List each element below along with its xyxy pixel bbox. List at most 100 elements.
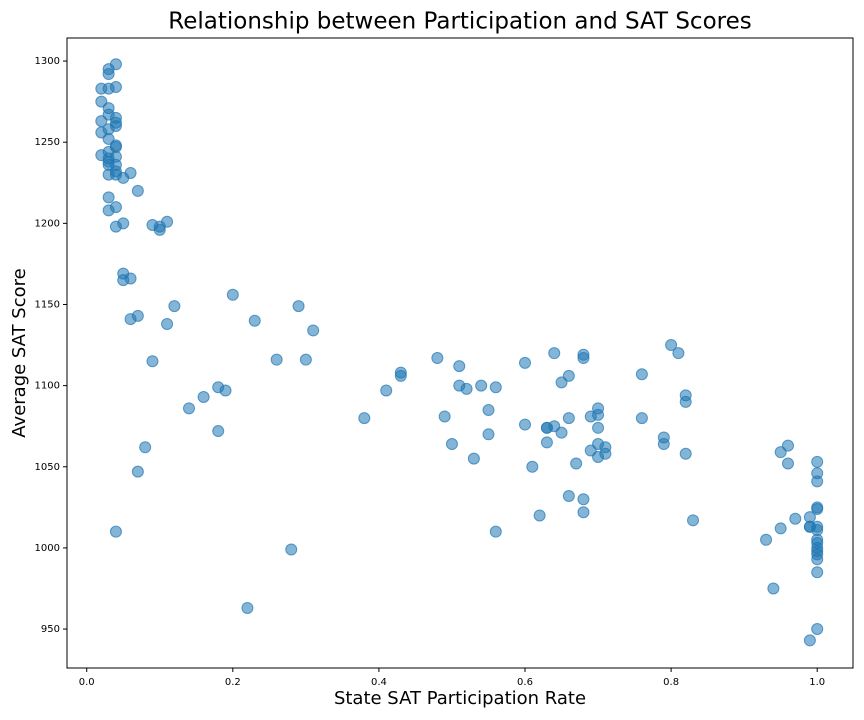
point bbox=[526, 460, 539, 473]
point bbox=[592, 421, 605, 434]
x-tick-label: 0.6 bbox=[517, 677, 533, 688]
point bbox=[212, 425, 225, 438]
point bbox=[811, 623, 824, 636]
y-tick-label: 950 bbox=[41, 624, 60, 635]
chart-title: Relationship between Participation and S… bbox=[168, 9, 751, 35]
plot-frame bbox=[66, 37, 854, 669]
point bbox=[109, 525, 122, 538]
point bbox=[635, 368, 648, 381]
point bbox=[679, 395, 692, 408]
y-tick-label: 1000 bbox=[35, 543, 60, 554]
point bbox=[299, 353, 312, 366]
point bbox=[197, 390, 210, 403]
point bbox=[109, 81, 122, 94]
point bbox=[131, 465, 144, 478]
point bbox=[679, 447, 692, 460]
point bbox=[482, 428, 495, 441]
point bbox=[182, 402, 195, 415]
point bbox=[153, 223, 166, 236]
point bbox=[811, 475, 824, 488]
y-tick-label: 1250 bbox=[35, 137, 60, 148]
y-tick-label: 1150 bbox=[35, 299, 60, 310]
point bbox=[781, 439, 794, 452]
point bbox=[307, 324, 320, 337]
point bbox=[124, 272, 137, 285]
point bbox=[657, 438, 670, 451]
point bbox=[687, 514, 700, 527]
y-tick-label: 1300 bbox=[35, 56, 60, 67]
point bbox=[285, 543, 298, 556]
point bbox=[102, 68, 115, 81]
point bbox=[760, 533, 773, 546]
point bbox=[102, 168, 115, 181]
point bbox=[570, 457, 583, 470]
point bbox=[292, 300, 305, 313]
point bbox=[146, 355, 159, 368]
point bbox=[519, 356, 532, 369]
y-tick-label: 1200 bbox=[35, 218, 60, 229]
point bbox=[380, 384, 393, 397]
point bbox=[109, 58, 122, 71]
point bbox=[117, 171, 130, 184]
point bbox=[460, 382, 473, 395]
point bbox=[548, 347, 561, 360]
y-tick-label: 1100 bbox=[35, 381, 60, 392]
point bbox=[219, 384, 232, 397]
point bbox=[226, 288, 239, 301]
point bbox=[139, 441, 152, 454]
point bbox=[599, 447, 612, 460]
point bbox=[109, 201, 122, 214]
x-axis-label: State SAT Participation Rate bbox=[334, 688, 586, 709]
x-tick-label: 0.4 bbox=[371, 677, 387, 688]
point bbox=[562, 489, 575, 502]
y-tick-label: 1050 bbox=[35, 462, 60, 473]
point bbox=[635, 412, 648, 425]
x-tick-label: 1.0 bbox=[809, 677, 825, 688]
point bbox=[431, 352, 444, 365]
point bbox=[781, 457, 794, 470]
point bbox=[811, 455, 824, 468]
point bbox=[270, 353, 283, 366]
point bbox=[811, 502, 824, 515]
x-tick-label: 0.2 bbox=[225, 677, 241, 688]
point bbox=[394, 369, 407, 382]
point bbox=[577, 352, 590, 365]
point bbox=[577, 506, 590, 519]
point bbox=[803, 634, 816, 647]
point bbox=[562, 412, 575, 425]
point bbox=[358, 412, 371, 425]
point bbox=[131, 184, 144, 197]
point bbox=[811, 566, 824, 579]
point bbox=[592, 408, 605, 421]
x-tick-label: 0.8 bbox=[663, 677, 679, 688]
point bbox=[789, 512, 802, 525]
point bbox=[811, 553, 824, 566]
point bbox=[131, 309, 144, 322]
point bbox=[161, 317, 174, 330]
point bbox=[540, 436, 553, 449]
point bbox=[445, 438, 458, 451]
point bbox=[555, 426, 568, 439]
point bbox=[475, 379, 488, 392]
point bbox=[774, 522, 787, 535]
point bbox=[562, 369, 575, 382]
point bbox=[161, 215, 174, 228]
point bbox=[767, 582, 780, 595]
point bbox=[117, 217, 130, 230]
point bbox=[482, 403, 495, 416]
y-axis-label: Average SAT Score bbox=[9, 268, 30, 437]
point bbox=[248, 314, 261, 327]
point bbox=[467, 452, 480, 465]
point bbox=[665, 339, 678, 352]
point bbox=[519, 418, 532, 431]
point bbox=[438, 410, 451, 423]
point bbox=[489, 525, 502, 538]
point bbox=[577, 493, 590, 506]
point bbox=[102, 191, 115, 204]
point bbox=[489, 381, 502, 394]
x-tick-label: 0.0 bbox=[79, 677, 95, 688]
point bbox=[241, 601, 254, 614]
point bbox=[168, 300, 181, 313]
point bbox=[533, 509, 546, 522]
